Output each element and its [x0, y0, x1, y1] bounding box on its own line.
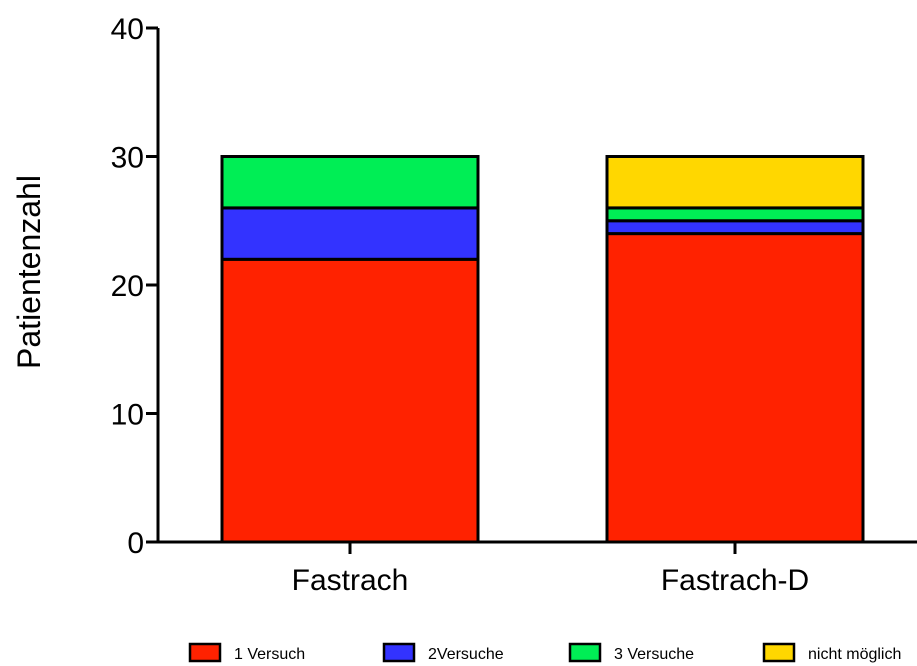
bar-segment-2-3 — [605, 206, 865, 223]
legend-swatch-2 — [382, 642, 416, 663]
legend-label-2: 2Versuche — [428, 646, 504, 663]
bar-segment-1-3 — [220, 155, 480, 210]
legend-swatch-3 — [568, 642, 602, 663]
x-ticks: Fastrach Fastrach-D — [292, 542, 809, 597]
bar-segment-2-4 — [605, 155, 865, 210]
x-tick-label-1: Fastrach — [292, 564, 409, 597]
legend-label-3: 3 Versuche — [614, 646, 694, 663]
bar-segment-2-2 — [605, 219, 865, 236]
y-tick-label-1: 0 — [127, 527, 144, 560]
y-axis-title: Patientenzahl — [11, 175, 47, 369]
y-tick-label-4: 30 — [111, 142, 144, 175]
bar-segment-2-1 — [605, 232, 865, 544]
legend: 1 Versuch 2Versuche 3 Versuche nicht möglic… — [188, 642, 901, 663]
bar-segment-1-1 — [220, 257, 480, 544]
bar-segment-1-2 — [220, 206, 480, 261]
legend-swatch-1 — [188, 642, 222, 663]
axes: 0 10 20 30 40 Fastrach Fastrach-D — [111, 13, 917, 597]
y-ticks: 0 10 20 30 40 — [111, 13, 158, 560]
legend-label-1: 1 Versuch — [234, 646, 305, 663]
bar-area — [220, 155, 865, 544]
legend-swatch-4 — [762, 642, 796, 663]
y-tick-label-2: 10 — [111, 399, 144, 432]
y-tick-label-5: 40 — [111, 13, 144, 46]
x-tick-label-2: Fastrach-D — [661, 564, 809, 597]
y-tick-label-3: 20 — [111, 270, 144, 303]
legend-label-4: nicht möglich — [808, 646, 901, 663]
